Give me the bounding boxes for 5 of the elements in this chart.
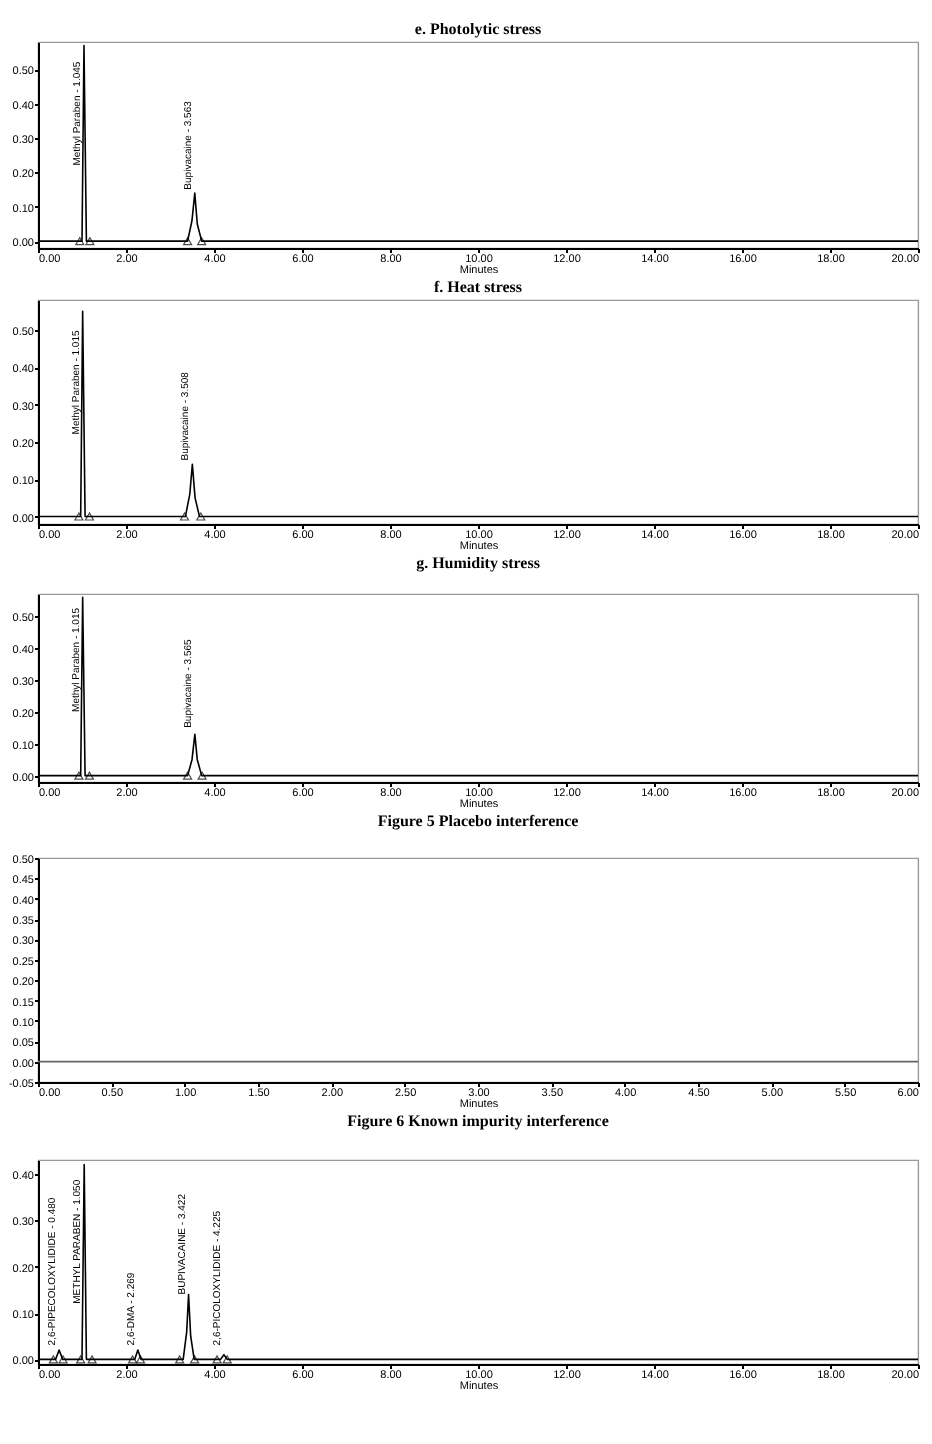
chart-title: e. Photolytic stress <box>414 20 542 38</box>
chart-title: Figure 5 Placebo interference <box>377 812 580 830</box>
chart-title: Figure 6 Known impurity interference <box>347 1112 610 1130</box>
chart-title: f. Heat stress <box>433 278 523 296</box>
chart-title: g. Humidity stress <box>416 554 540 572</box>
